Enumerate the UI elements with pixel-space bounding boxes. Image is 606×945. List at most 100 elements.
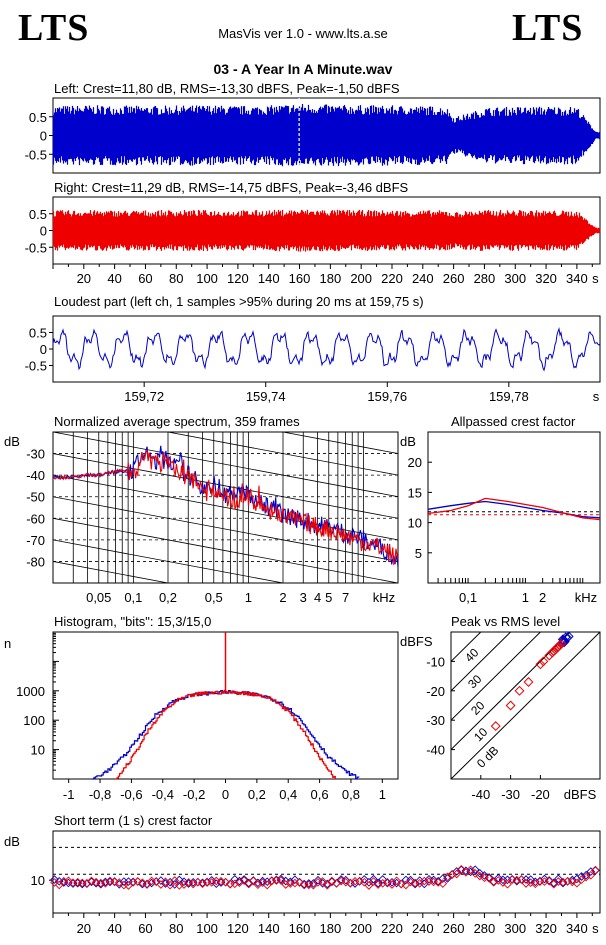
x-unit-label: kHz [575,590,597,605]
slope-line [53,517,398,583]
crest-point-left [443,874,452,883]
crest-point-right [239,876,249,885]
spectrum-series-right [53,450,398,566]
slope-line [280,432,398,454]
crest-point-right [96,878,106,888]
x-tick-label: 140 [258,271,280,286]
x-tick-label: 100 [196,271,218,286]
x-tick-label: -0,8 [89,787,111,802]
crest-point-right [438,879,448,888]
x-tick-label: 60 [138,271,152,286]
x-tick-label: 159,74 [246,389,286,404]
short-term-points [50,864,600,890]
crest-line-label: 0 dB [474,743,501,770]
plot-frame-loudest-part [52,315,601,383]
x-tick-label: 0,05 [86,590,111,605]
x-tick-label: 2 [539,590,546,605]
y-tick-label: 15 [408,485,422,500]
crest-point-right [530,879,540,889]
crest-point-right [586,870,596,880]
y-tick-label: -80 [26,554,45,569]
x-tick-label: 0,6 [311,787,329,802]
x-tick-label: 100 [196,921,218,936]
y-tick-label: 0.5 [29,110,47,125]
histogram-series-right [115,689,336,780]
crest-point-right [188,879,198,889]
crest-point-right [322,880,332,890]
x-axis-unit: dBFS [564,787,597,802]
crest-point-right [272,876,281,885]
x-tick-label: 159,72 [124,389,164,404]
slope-line [53,432,398,498]
x-unit-label: kHz [373,590,395,605]
x-tick-label: s [592,921,599,936]
x-tick-label: 240 [412,271,434,286]
x-tick-label: 320 [535,921,557,936]
chart-title-peak-vs-rms: Peak vs RMS level [451,614,560,629]
y-tick-label: -0.5 [25,147,47,162]
x-tick-label: 0,2 [248,787,266,802]
x-tick-label: 300 [504,271,526,286]
y-axis-unit: dBFS [400,634,433,649]
crest-point-right [346,878,355,888]
crest-point-left [484,873,494,882]
peak-rms-point-right [490,721,501,732]
crest-point-right [138,878,147,888]
x-tick-label: 240 [412,921,434,936]
y-tick-label: 10 [31,743,45,758]
x-tick-label: 20 [77,271,91,286]
y-tick-label: 0 [40,224,47,239]
y-tick-label: 0.5 [29,207,47,222]
x-tick-label: 200 [350,271,372,286]
x-tick-label: 0,8 [342,787,360,802]
y-tick-label: 0.5 [29,326,47,341]
crest-point-right [161,877,170,887]
crest-point-left [493,873,503,883]
y-tick-label: -20 [426,684,445,699]
histogram-series-left [92,690,360,780]
crest-point-left [438,874,448,883]
x-tick-label: 40 [107,271,121,286]
x-tick-label: 80 [169,921,183,936]
crest-point-right [387,880,397,889]
crest-point-right [202,878,212,887]
slope-line [53,561,171,583]
y-tick-label: 10 [31,873,45,888]
x-tick-label: 160 [289,921,311,936]
crest-point-right [253,880,263,890]
crest-point-right [262,880,272,890]
y-tick-label: -40 [426,743,445,758]
loudest-waveform [52,326,601,372]
crest-point-right [142,880,152,889]
peak-rms-point-right [538,656,549,667]
x-tick-label: 20 [77,921,91,936]
slope-line [53,259,398,324]
waveform-left-waveform [52,104,601,167]
chart-title-histogram: Histogram, "bits": 15,3/15,0 [54,614,211,629]
slope-line [53,303,398,368]
chart-title-avg-spectrum: Normalized average spectrum, 359 frames [54,414,300,429]
file-title: 03 - A Year In A Minute.wav [213,61,393,77]
crest-point-left [239,875,249,884]
x-tick-label: -20 [531,787,550,802]
crest-point-right [475,871,485,881]
x-tick-label: -1 [63,787,75,802]
waveform-right-waveform [52,209,601,252]
slope-line [53,539,286,583]
x-tick-label: 140 [258,921,280,936]
spectrum-plot-area [53,259,398,583]
x-tick-label: 1 [522,590,529,605]
y-tick-label: -0.5 [25,240,47,255]
crest-diagonal [451,632,512,692]
x-tick-label: 40 [107,921,121,936]
y-axis-unit: dB [4,434,20,449]
x-tick-label: 280 [474,271,496,286]
crest-series-right [427,497,601,521]
x-tick-label: 260 [443,921,465,936]
x-tick-label: 340 [566,271,588,286]
x-tick-label: 340 [566,921,588,936]
x-tick-label: 80 [169,271,183,286]
crest-point-right [248,876,258,886]
crest-point-left [373,878,383,888]
